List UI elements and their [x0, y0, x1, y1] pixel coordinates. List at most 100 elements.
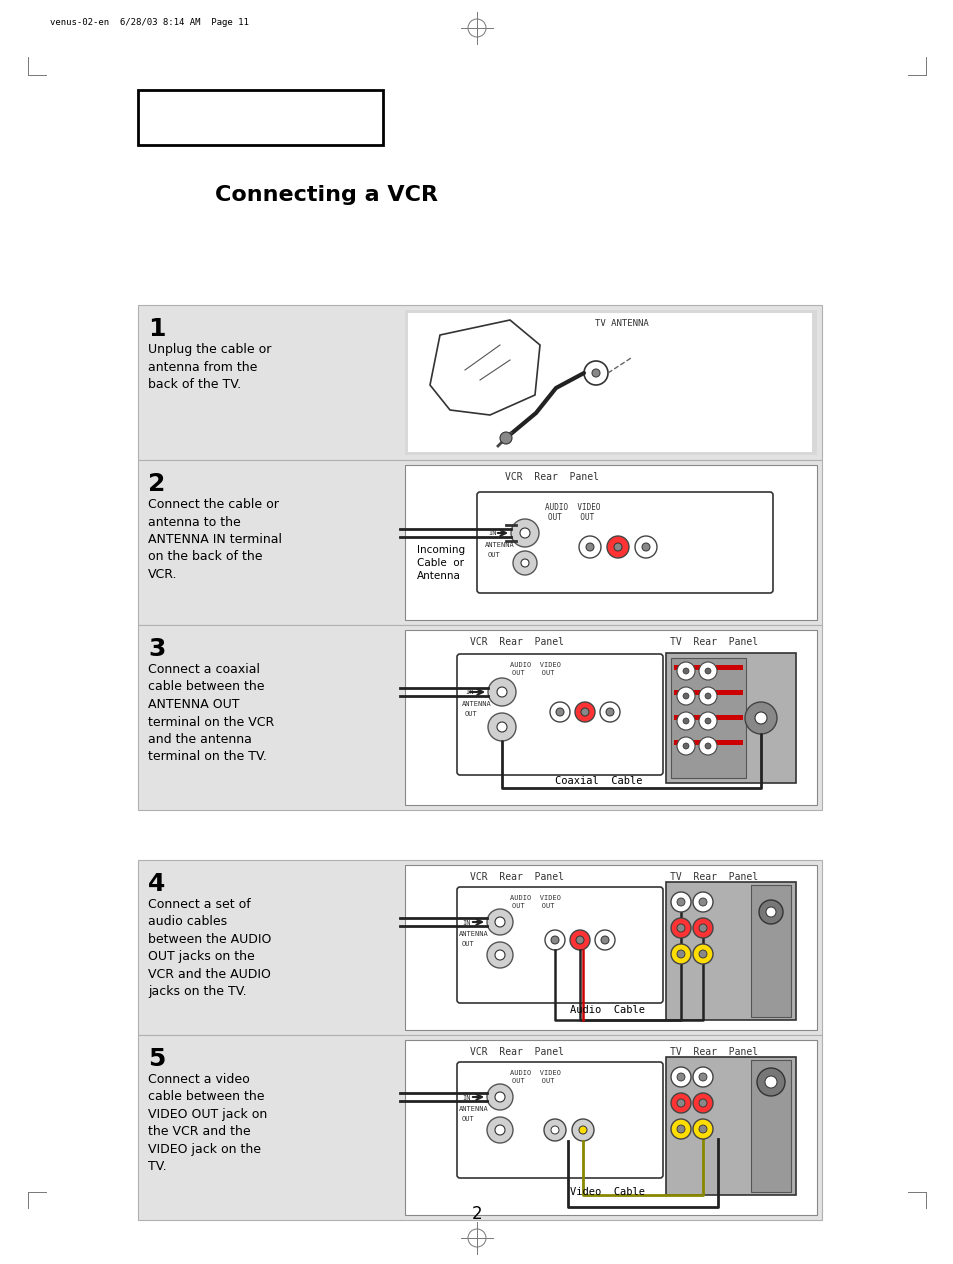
Circle shape: [677, 1098, 684, 1107]
Circle shape: [495, 1125, 504, 1135]
Circle shape: [704, 718, 710, 724]
Circle shape: [600, 937, 608, 944]
Circle shape: [583, 362, 607, 386]
Circle shape: [677, 897, 684, 906]
Circle shape: [692, 944, 712, 964]
Circle shape: [677, 712, 695, 731]
Circle shape: [595, 930, 615, 951]
Circle shape: [699, 1098, 706, 1107]
Bar: [405, 629, 816, 805]
Bar: [138, 305, 821, 460]
Circle shape: [486, 909, 513, 935]
Text: OUT    OUT: OUT OUT: [512, 902, 554, 909]
Text: VCR  Rear  Panel: VCR Rear Panel: [504, 471, 598, 482]
Circle shape: [670, 944, 690, 964]
Text: Connect a video
cable between the
VIDEO OUT jack on
the VCR and the
VIDEO jack o: Connect a video cable between the VIDEO …: [148, 1073, 267, 1173]
Bar: [673, 715, 742, 720]
Circle shape: [699, 712, 717, 731]
Text: 2: 2: [148, 471, 165, 495]
Circle shape: [699, 1125, 706, 1133]
Circle shape: [497, 688, 506, 696]
Circle shape: [699, 662, 717, 680]
Circle shape: [765, 908, 775, 916]
Circle shape: [699, 924, 706, 932]
Circle shape: [757, 1068, 784, 1096]
Text: 5: 5: [148, 1047, 165, 1071]
Circle shape: [551, 937, 558, 944]
Text: IN: IN: [461, 920, 470, 927]
Circle shape: [520, 559, 529, 568]
Bar: [665, 653, 795, 782]
Circle shape: [486, 1085, 513, 1110]
Circle shape: [692, 1067, 712, 1087]
Text: IN: IN: [461, 1095, 470, 1101]
FancyBboxPatch shape: [476, 492, 772, 593]
Text: Unplug the cable or
antenna from the
back of the TV.: Unplug the cable or antenna from the bac…: [148, 343, 271, 391]
Text: VCR  Rear  Panel: VCR Rear Panel: [470, 637, 563, 647]
Circle shape: [495, 1092, 504, 1102]
Text: OUT    OUT: OUT OUT: [512, 670, 554, 676]
Bar: [665, 1057, 795, 1194]
Circle shape: [499, 432, 512, 444]
Circle shape: [692, 892, 712, 913]
Bar: [138, 460, 821, 624]
Circle shape: [754, 712, 766, 724]
Text: VCR  Rear  Panel: VCR Rear Panel: [470, 1047, 563, 1057]
Polygon shape: [430, 320, 539, 415]
Circle shape: [677, 924, 684, 932]
Circle shape: [704, 743, 710, 750]
Circle shape: [572, 1119, 594, 1141]
Circle shape: [495, 951, 504, 959]
Circle shape: [764, 1076, 776, 1088]
Bar: [405, 310, 816, 455]
Circle shape: [551, 1126, 558, 1134]
Bar: [138, 1035, 821, 1220]
Circle shape: [497, 722, 506, 732]
Circle shape: [692, 1119, 712, 1139]
Circle shape: [677, 688, 695, 705]
Circle shape: [670, 1119, 690, 1139]
Text: 2: 2: [471, 1205, 482, 1224]
Text: Incoming
Cable  or
Antenna: Incoming Cable or Antenna: [416, 545, 465, 581]
Circle shape: [635, 536, 657, 557]
Circle shape: [692, 918, 712, 938]
Circle shape: [704, 667, 710, 674]
Text: TV  Rear  Panel: TV Rear Panel: [669, 637, 758, 647]
Circle shape: [556, 708, 563, 715]
Circle shape: [692, 1093, 712, 1114]
Circle shape: [677, 662, 695, 680]
Text: TV  Rear  Panel: TV Rear Panel: [669, 1047, 758, 1057]
Circle shape: [677, 1073, 684, 1081]
Circle shape: [759, 900, 782, 924]
Circle shape: [543, 1119, 565, 1141]
Bar: [750, 885, 790, 1018]
Circle shape: [513, 551, 537, 575]
Bar: [138, 90, 382, 145]
Circle shape: [605, 708, 614, 715]
Circle shape: [495, 916, 504, 927]
Bar: [750, 1060, 790, 1192]
Text: Connect a set of
audio cables
between the AUDIO
OUT jacks on the
VCR and the AUD: Connect a set of audio cables between th…: [148, 897, 271, 999]
Text: ANTENNA: ANTENNA: [461, 702, 491, 707]
Text: TV ANTENNA: TV ANTENNA: [595, 319, 648, 327]
Text: ANTENNA: ANTENNA: [458, 1106, 488, 1112]
Circle shape: [614, 544, 621, 551]
FancyBboxPatch shape: [456, 887, 662, 1004]
Circle shape: [677, 1125, 684, 1133]
FancyBboxPatch shape: [456, 653, 662, 775]
Circle shape: [585, 544, 594, 551]
Circle shape: [511, 520, 538, 547]
Circle shape: [682, 693, 688, 699]
Text: Connect a coaxial
cable between the
ANTENNA OUT
terminal on the VCR
and the ante: Connect a coaxial cable between the ANTE…: [148, 664, 274, 763]
Bar: [665, 882, 795, 1020]
Bar: [673, 739, 742, 744]
Circle shape: [677, 951, 684, 958]
Bar: [673, 690, 742, 695]
Circle shape: [699, 897, 706, 906]
Bar: [405, 1040, 816, 1215]
Bar: [405, 865, 816, 1030]
Circle shape: [578, 1126, 586, 1134]
Text: OUT: OUT: [461, 1116, 475, 1122]
Circle shape: [670, 892, 690, 913]
Circle shape: [606, 536, 628, 557]
